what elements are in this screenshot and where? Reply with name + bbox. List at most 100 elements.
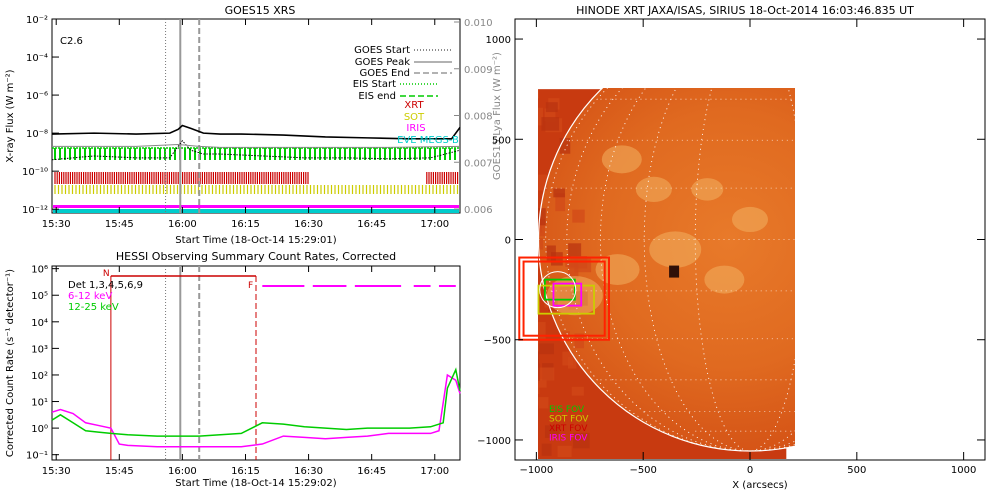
coverage-bar-iris [53, 205, 459, 208]
hessi-x-tick-label: 16:15 [231, 466, 260, 477]
goes-legend-label: GOES Peak [355, 57, 410, 68]
goes-y-label: X-ray Flux (W m⁻²) [5, 69, 16, 162]
hessi-y-tick-label: 10⁴ [31, 318, 48, 329]
goes-x-tick-label: 16:15 [231, 219, 260, 230]
xrt-texture-block [553, 188, 565, 198]
hessi-y-tick-label: 10⁰ [31, 424, 48, 435]
xrt-texture-block [568, 243, 582, 259]
xrt-texture-block [538, 343, 554, 355]
goes-x-tick-label: 15:30 [42, 219, 71, 230]
hessi-flare-label: F [248, 281, 253, 291]
xrt-texture-block [568, 263, 579, 278]
xrt-bright-region [601, 145, 642, 174]
hessi-panel: HESSI Observing Summary Count Rates, Cor… [5, 250, 461, 489]
xrt-solar-disk [538, 88, 795, 451]
xrt-texture-block [520, 142, 532, 159]
xrt-fov-legend-label: EIS FOV [549, 405, 585, 415]
goes-legend-label: XRT [404, 100, 424, 111]
goes-title: GOES15 XRS [225, 4, 296, 17]
xrt-bright-region [635, 176, 672, 202]
xrt-x-tick-label: 0 [747, 465, 753, 476]
xrt-texture-block [538, 174, 548, 191]
hessi-x-label: Start Time (18-Oct-14 15:29:02) [175, 478, 336, 489]
goes-legend-label: GOES End [360, 68, 410, 79]
xrt-bright-region [649, 231, 702, 268]
xrt-panel: HINODE XRT JAXA/ISAS, SIRIUS 18-Oct-2014… [477, 4, 986, 491]
goes-legend-label: SOT [404, 112, 425, 123]
goes-legend-label: EIS end [358, 91, 396, 102]
goes-legend-label: IRIS [406, 123, 425, 134]
hessi-series-0 [51, 373, 461, 448]
goes-coverage-bars [52, 147, 460, 213]
xrt-fov-box [537, 284, 595, 315]
xrt-target-circle [539, 271, 577, 309]
hessi-x-tick-label: 16:00 [168, 466, 197, 477]
xrt-bright-region [595, 254, 640, 285]
goes-event-lines [165, 19, 201, 213]
xrt-texture-block [523, 358, 537, 376]
goes-legend-label: GOES Start [354, 45, 410, 56]
hessi-legend-label: Det 1,3,4,5,6,9 [68, 280, 143, 291]
xrt-y-tick-label: −1000 [477, 436, 511, 447]
xrt-fov-legend-label: XRT FOV [549, 424, 588, 434]
xrt-texture-block [520, 107, 532, 122]
hessi-x-tick-label: 15:30 [42, 466, 71, 477]
xrt-texture-block [544, 108, 556, 122]
hessi-legend-label: 12-25 keV [68, 302, 119, 313]
xrt-texture-block [545, 102, 558, 113]
hessi-event-lines: NF [103, 266, 456, 460]
xrt-texture-block [541, 443, 552, 456]
xrt-x-ticks: −1000 −500 0 500 1000 [519, 19, 976, 476]
xrt-dark-spot [669, 265, 680, 278]
xrt-fov-box [522, 260, 606, 337]
goes-x-tick-label: 16:30 [294, 219, 323, 230]
hessi-night-label: N [103, 269, 110, 279]
goes-y-tick-label: 10⁻¹² [22, 205, 48, 216]
hessi-x-tick-label: 16:30 [294, 466, 323, 477]
xrt-texture-block [521, 239, 531, 251]
xrt-overlays [518, 256, 610, 341]
xrt-texture-block [538, 338, 539, 352]
goes-x-label: Start Time (18-Oct-14 15:29:01) [175, 235, 336, 246]
xrt-y-tick-label: −500 [484, 336, 511, 347]
xrt-texture-block [538, 383, 540, 394]
xrt-x-tick-label: 1000 [951, 465, 976, 476]
xrt-fov-legend-label: SOT FOV [549, 415, 589, 425]
xrt-texture-block [538, 238, 544, 250]
xrt-fov-legend-label: IRIS FOV [549, 434, 588, 444]
xrt-texture-block [520, 115, 530, 126]
hessi-series-1 [51, 367, 461, 437]
xrt-texture-block [519, 364, 532, 378]
hessi-y-tick-label: 10² [31, 371, 48, 382]
goes-series-2 [52, 144, 461, 148]
goes-y-tick-label: 10⁻² [26, 15, 48, 26]
goes-x-tick-label: 15:45 [105, 219, 134, 230]
xrt-texture-block [538, 367, 555, 381]
xrt-texture-block [546, 245, 556, 263]
xrt-y-tick-label: 1000 [486, 35, 511, 46]
goes-y-right-tick-label: 0.009 [464, 65, 493, 76]
goes-y-ticks: 10⁻² 10⁻⁴ 10⁻⁶ 10⁻⁸ 10⁻¹⁰ 10⁻¹² [22, 15, 59, 216]
xrt-texture-block [557, 445, 572, 458]
goes-x-tick-label: 16:00 [168, 219, 197, 230]
xrt-texture-block [574, 333, 584, 349]
xrt-bright-region [691, 178, 724, 201]
hessi-y-tick-label: 10¹ [31, 398, 48, 409]
hessi-y-tick-label: 10⁶ [31, 265, 48, 276]
goes-y-tick-label: 10⁻⁶ [26, 91, 48, 102]
xrt-texture-block [544, 425, 560, 438]
xrt-texture-block [573, 432, 590, 449]
xrt-x-tick-label: 500 [847, 465, 866, 476]
xrt-texture-block [538, 363, 541, 381]
goes-y-right-tick-label: 0.008 [464, 112, 493, 123]
xrt-y-tick-label: 500 [492, 135, 511, 146]
goes-y-right-tick-label: 0.006 [464, 205, 493, 216]
goes-x-tick-label: 16:45 [357, 219, 386, 230]
goes-y-right-label: GOES15 Lya Flux (W m⁻²) [492, 52, 503, 180]
xrt-bright-region [732, 206, 768, 233]
hessi-x-tick-label: 17:00 [420, 466, 449, 477]
xrt-limb-circle [538, 88, 795, 452]
xrt-texture-block [572, 209, 585, 223]
hessi-x-ticks: 15:30 15:45 16:00 16:15 16:30 16:45 17:00 [42, 266, 449, 477]
